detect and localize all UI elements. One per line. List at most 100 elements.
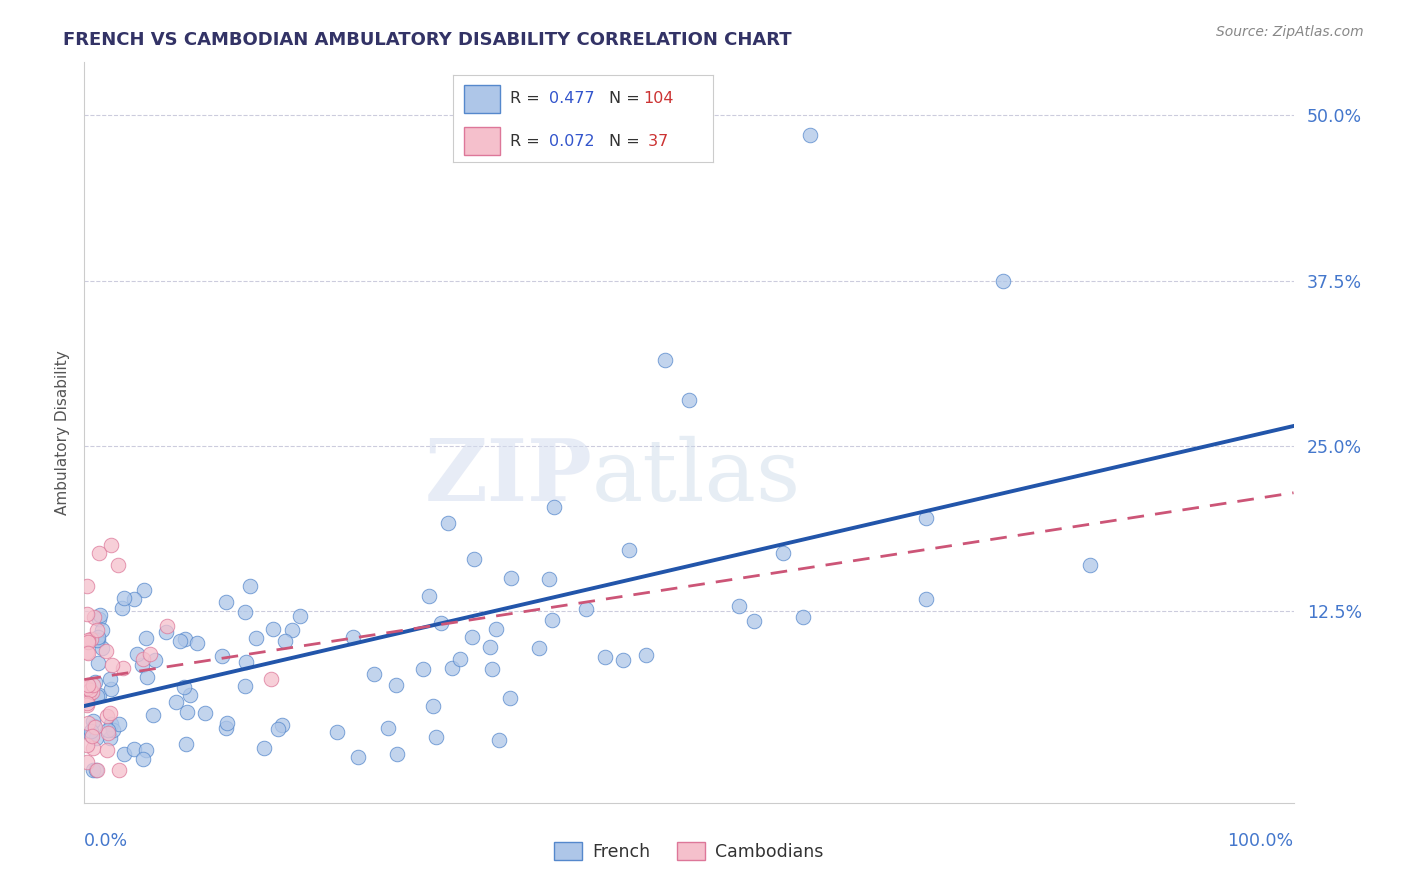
Point bbox=[142, 708, 165, 723]
Point bbox=[112, 747, 135, 761]
Point bbox=[1078, 558, 1101, 572]
Point bbox=[174, 737, 197, 751]
Point bbox=[527, 640, 550, 655]
Point bbox=[79, 683, 101, 698]
Point bbox=[280, 624, 302, 638]
Point bbox=[86, 689, 108, 703]
Point bbox=[82, 729, 104, 743]
Point bbox=[97, 723, 120, 738]
Point bbox=[575, 602, 598, 616]
Point bbox=[799, 128, 821, 143]
Point bbox=[543, 500, 565, 514]
Point bbox=[135, 743, 157, 757]
Point bbox=[80, 728, 103, 742]
Point bbox=[274, 633, 297, 648]
Point bbox=[76, 645, 98, 659]
Point bbox=[485, 622, 508, 636]
Point bbox=[179, 688, 201, 702]
Point bbox=[82, 714, 104, 729]
Point bbox=[488, 733, 510, 747]
Point bbox=[422, 698, 444, 713]
Point bbox=[377, 721, 399, 735]
Point bbox=[76, 698, 98, 712]
Point bbox=[169, 634, 191, 648]
Point bbox=[100, 538, 122, 552]
Text: 100.0%: 100.0% bbox=[1227, 832, 1294, 850]
Point bbox=[262, 622, 284, 636]
Point bbox=[174, 632, 197, 647]
Point bbox=[538, 572, 561, 586]
Point bbox=[87, 630, 110, 644]
Y-axis label: Ambulatory Disability: Ambulatory Disability bbox=[55, 351, 70, 515]
Point bbox=[245, 632, 267, 646]
Point bbox=[429, 616, 451, 631]
Point bbox=[96, 644, 118, 658]
Point bbox=[98, 731, 121, 745]
Point bbox=[772, 546, 794, 560]
Point bbox=[101, 723, 124, 738]
Point bbox=[76, 646, 98, 660]
Point bbox=[135, 631, 157, 645]
Text: FRENCH VS CAMBODIAN AMBULATORY DISABILITY CORRELATION CHART: FRENCH VS CAMBODIAN AMBULATORY DISABILIT… bbox=[63, 31, 792, 49]
Legend: French, Cambodians: French, Cambodians bbox=[547, 836, 831, 868]
Point bbox=[915, 591, 938, 606]
Point bbox=[270, 718, 292, 732]
Point bbox=[217, 716, 239, 731]
Point bbox=[215, 721, 238, 735]
Point bbox=[125, 648, 148, 662]
Point bbox=[499, 691, 522, 706]
Point bbox=[87, 688, 110, 702]
Point bbox=[76, 696, 98, 710]
Point bbox=[326, 724, 349, 739]
Point bbox=[233, 679, 256, 693]
Point bbox=[100, 717, 122, 731]
Point bbox=[499, 571, 522, 585]
Point bbox=[82, 741, 104, 756]
Point bbox=[76, 689, 98, 703]
Point bbox=[481, 662, 503, 676]
Point bbox=[96, 708, 118, 723]
Point bbox=[211, 649, 233, 664]
Point bbox=[239, 579, 262, 593]
Point bbox=[131, 657, 153, 672]
Point bbox=[80, 724, 103, 739]
Point bbox=[122, 742, 145, 756]
Point bbox=[385, 678, 408, 692]
Point bbox=[82, 763, 104, 777]
Point bbox=[387, 747, 409, 761]
Point bbox=[76, 607, 98, 621]
Point bbox=[214, 595, 236, 609]
Point bbox=[76, 634, 98, 648]
Point bbox=[83, 719, 105, 733]
Point bbox=[461, 631, 484, 645]
Point bbox=[89, 612, 111, 626]
Point bbox=[100, 682, 122, 697]
Point bbox=[89, 608, 111, 623]
Point bbox=[132, 752, 155, 766]
Point bbox=[108, 763, 131, 777]
Point bbox=[107, 558, 129, 572]
Point bbox=[86, 763, 108, 777]
Text: 0.0%: 0.0% bbox=[84, 832, 128, 850]
Point bbox=[176, 705, 198, 719]
Point bbox=[86, 624, 108, 638]
Point bbox=[425, 731, 447, 745]
Point bbox=[108, 717, 131, 731]
Point bbox=[76, 633, 98, 648]
Point bbox=[993, 274, 1015, 288]
Point bbox=[173, 680, 195, 694]
Point bbox=[727, 599, 749, 613]
Point bbox=[346, 750, 368, 764]
Point bbox=[418, 589, 440, 603]
Point bbox=[132, 582, 155, 597]
Point bbox=[84, 731, 107, 745]
Point bbox=[479, 640, 502, 654]
Point bbox=[86, 656, 108, 670]
Point bbox=[288, 608, 311, 623]
Point bbox=[235, 655, 257, 669]
Point bbox=[593, 649, 616, 664]
Point bbox=[84, 675, 107, 690]
Point bbox=[91, 641, 114, 656]
Point bbox=[138, 648, 160, 662]
Point bbox=[83, 610, 105, 624]
